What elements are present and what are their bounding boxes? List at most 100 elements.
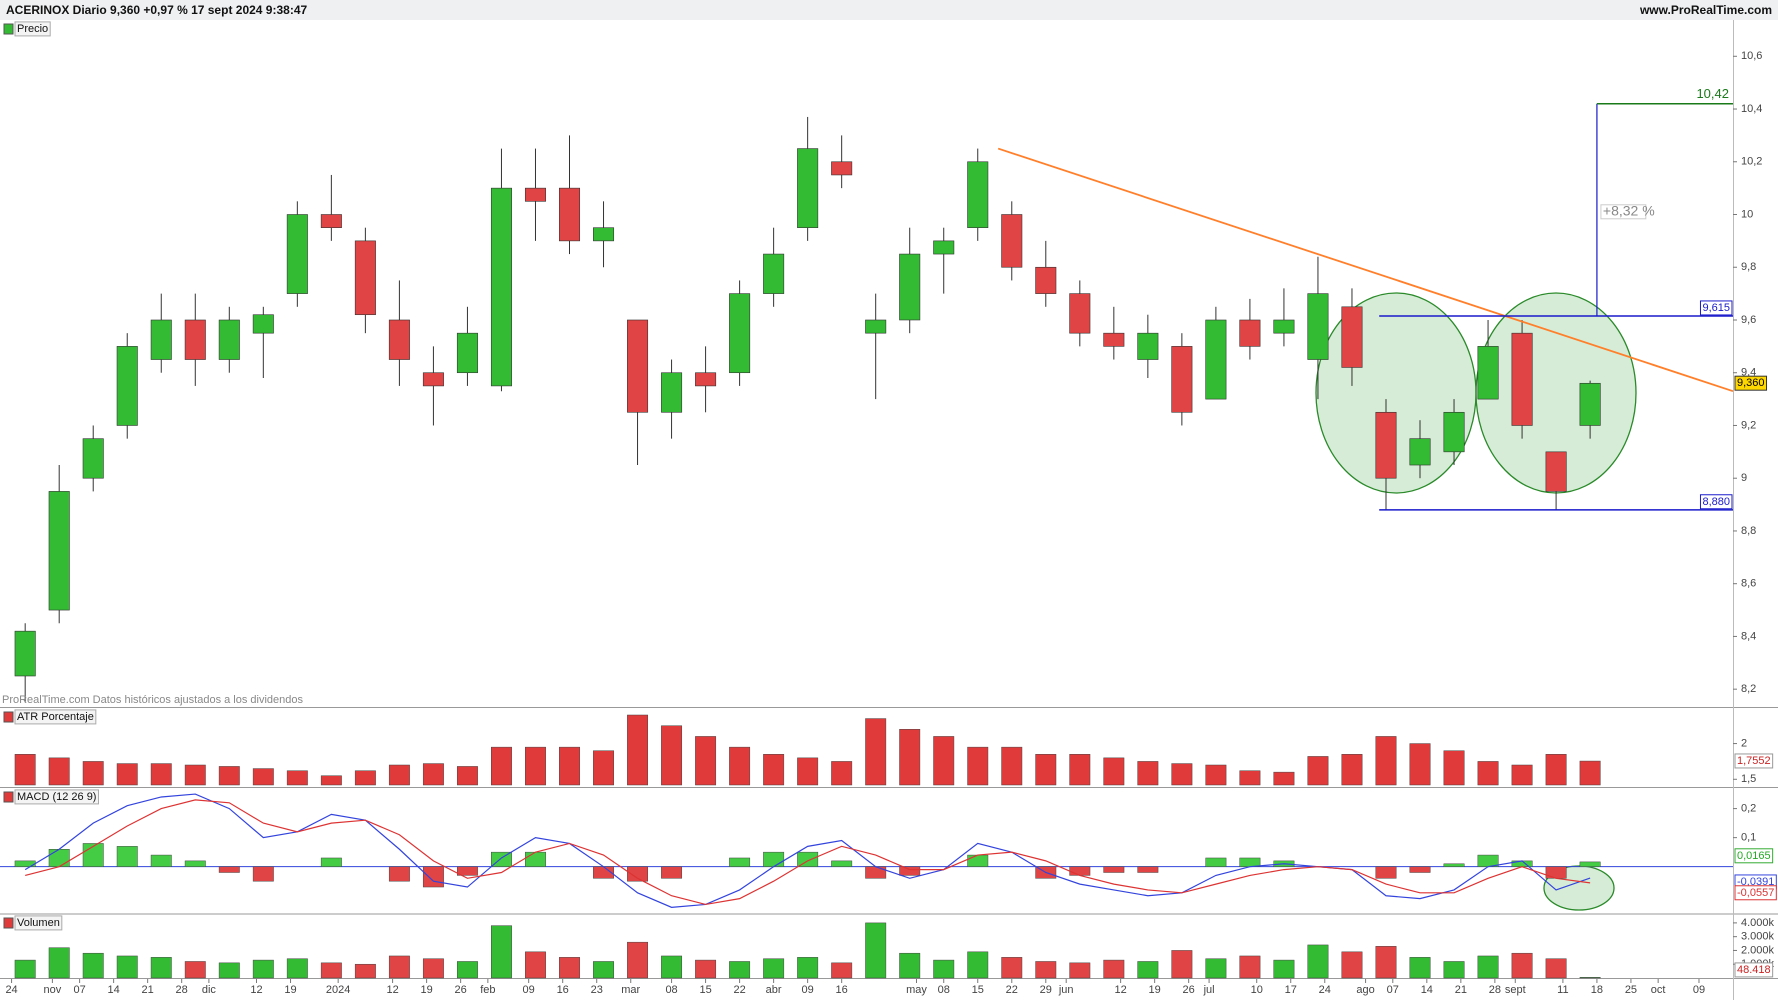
bar: [899, 729, 921, 786]
y-tick-label: 9,8: [1741, 261, 1756, 273]
histogram-bar: [1103, 866, 1125, 873]
histogram-bar: [831, 860, 853, 867]
level-label-box: [1699, 300, 1733, 316]
bar: [14, 959, 36, 979]
y-tick-label: 4.000k: [1741, 917, 1775, 929]
candle-body: [1409, 438, 1431, 466]
candle-body: [729, 293, 751, 374]
x-tick-label: 12: [386, 984, 398, 996]
candle-body: [763, 253, 785, 294]
bar: [422, 763, 444, 786]
bar: [1171, 950, 1193, 979]
bar: [1341, 754, 1363, 786]
bar: [525, 746, 546, 786]
bar: [1035, 961, 1057, 979]
x-tick-label: 19: [1149, 984, 1161, 996]
candle-body: [593, 227, 615, 242]
x-tick-label: 22: [1006, 984, 1018, 996]
x-tick-label: 10: [1251, 984, 1263, 996]
bar: [899, 952, 921, 979]
bar: [218, 962, 240, 979]
candle-body: [1307, 293, 1329, 360]
bar: [116, 763, 138, 786]
trendline: [997, 147, 1734, 393]
candle-body: [14, 630, 36, 677]
bar: [559, 957, 580, 979]
x-tick-label: 08: [665, 984, 677, 996]
bar: [865, 922, 887, 979]
bar: [320, 962, 342, 979]
bar: [1511, 952, 1533, 979]
histogram-bar: [1443, 863, 1465, 867]
last-price-box: [1734, 375, 1768, 391]
bar: [1545, 958, 1567, 979]
histogram-bar: [1375, 866, 1397, 879]
panel-icon: [3, 791, 14, 803]
y-tick-label: 2.000k: [1741, 944, 1775, 956]
x-tick-label: 07: [1387, 984, 1399, 996]
last-value-box: [1734, 962, 1774, 978]
histogram-bar: [1069, 866, 1091, 876]
target-label: 10,42: [1696, 86, 1729, 101]
level-label-box: [1699, 494, 1733, 510]
candle-body: [865, 319, 887, 334]
bar: [388, 955, 410, 979]
bar: [1545, 754, 1567, 786]
bar: [1307, 756, 1329, 786]
x-tick-label: abr: [766, 984, 782, 996]
candle-body: [1171, 346, 1193, 413]
panel-title-box: [14, 915, 63, 931]
bar: [1001, 746, 1023, 786]
x-tick-label: nov: [44, 984, 62, 996]
bar: [1239, 770, 1261, 786]
candle-body: [422, 372, 444, 387]
candle-body: [456, 332, 478, 374]
panel-title: ATR Porcentaje: [17, 711, 94, 723]
histogram-bar: [184, 860, 206, 867]
histogram-bar: [48, 849, 70, 867]
candle-body: [1035, 266, 1057, 294]
x-tick-label: 18: [1591, 984, 1603, 996]
y-tick-label: 9,6: [1741, 314, 1756, 326]
panel-title-box: [14, 709, 97, 725]
macd-line: [24, 793, 1591, 908]
candle-body: [82, 438, 104, 479]
x-tick-label: 09: [523, 984, 535, 996]
y-tick-label: 8,4: [1741, 630, 1756, 642]
bar: [661, 955, 683, 979]
bar: [286, 958, 308, 979]
bar: [831, 761, 853, 786]
bar: [763, 958, 785, 979]
bar: [48, 947, 70, 979]
bar: [184, 961, 206, 979]
bar: [1579, 760, 1601, 786]
bar: [593, 961, 614, 979]
bar: [525, 951, 546, 979]
header-title: ACERINOX Diario 9,360 +0,97 % 17 sept 20…: [6, 3, 307, 17]
x-tick-label: 19: [284, 984, 296, 996]
bar: [865, 718, 887, 786]
panel-title-box: [14, 789, 99, 805]
x-tick-label: 29: [1040, 984, 1052, 996]
bar: [422, 958, 444, 979]
candle-body: [354, 240, 376, 316]
histogram-bar: [1545, 866, 1567, 879]
bar: [1375, 736, 1397, 786]
x-tick-label: 17: [1285, 984, 1297, 996]
header-bar: [0, 0, 1778, 20]
x-tick-label: ago: [1356, 984, 1374, 996]
bar: [1103, 959, 1125, 979]
histogram-bar: [763, 851, 785, 867]
candle-body: [1579, 382, 1601, 426]
histogram-bar: [967, 854, 989, 867]
candle-body: [967, 161, 989, 228]
bar: [456, 766, 478, 786]
bar: [729, 746, 751, 786]
bar: [1273, 959, 1295, 979]
x-tick-label: 26: [1183, 984, 1195, 996]
bar: [1477, 761, 1499, 786]
bar: [82, 952, 104, 979]
bar: [1443, 750, 1465, 786]
x-tick-label: 16: [557, 984, 569, 996]
